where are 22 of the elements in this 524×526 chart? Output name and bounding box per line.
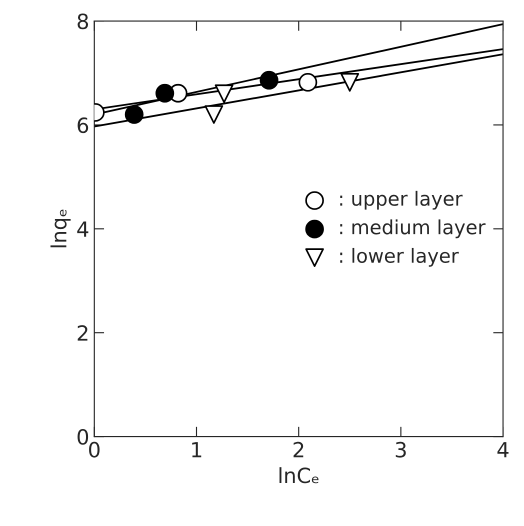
y-tick-label: 0: [78, 429, 88, 445]
legend-label: : lower layer: [340, 248, 459, 267]
point: [298, 72, 318, 92]
legend-label: : medium layer: [340, 219, 486, 238]
point: [340, 72, 360, 92]
x-tick-label: 1: [192, 442, 202, 458]
x-tick-label: 2: [294, 442, 304, 458]
point: [260, 70, 278, 90]
y-axis-title: lnqₑ: [50, 210, 71, 248]
point: [214, 84, 234, 104]
y-tick-label: 8: [78, 13, 88, 30]
y-tick-label: 2: [78, 325, 88, 341]
point: [204, 105, 224, 124]
y-tick-label: 6: [78, 117, 88, 134]
x-tick-label: 3: [396, 442, 406, 458]
point: [155, 84, 174, 103]
legend-label: : upper layer: [340, 190, 463, 210]
x-tick-label: 4: [497, 442, 508, 458]
x-tick-label: 0: [89, 442, 100, 458]
y-tick-label: 4: [77, 222, 88, 237]
point: [124, 105, 144, 124]
x-axis-title: lnCₑ: [280, 467, 318, 484]
